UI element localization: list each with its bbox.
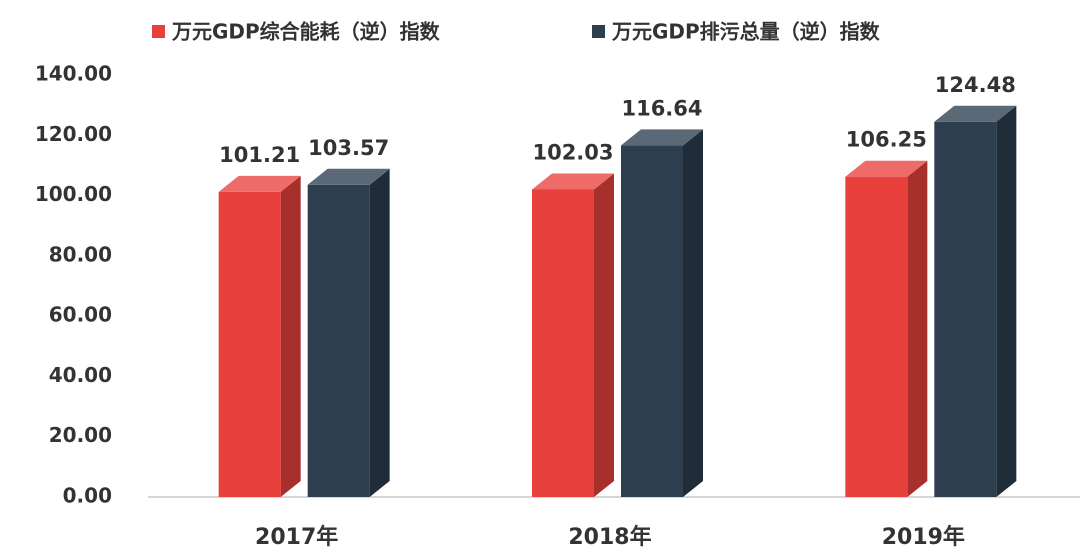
bar-side — [683, 129, 703, 498]
bar — [532, 189, 594, 497]
bar-top — [307, 168, 390, 185]
legend-swatch — [592, 25, 605, 38]
data-label: 116.64 — [621, 96, 702, 120]
bar — [218, 191, 281, 498]
x-tick-label: 2018年 — [568, 524, 651, 550]
bar — [845, 176, 908, 497]
bar — [621, 145, 683, 498]
data-label: 101.21 — [219, 143, 300, 167]
x-tick-label: 2017年 — [255, 524, 338, 550]
data-label: 102.03 — [532, 140, 613, 164]
bar — [934, 121, 997, 498]
y-tick-label: 140.00 — [35, 62, 112, 86]
bar — [307, 184, 370, 497]
bar-top — [532, 173, 614, 190]
y-tick-label: 20.00 — [49, 423, 112, 447]
bar-side — [907, 160, 928, 497]
y-tick-label: 60.00 — [49, 303, 112, 327]
data-label: 106.25 — [846, 128, 927, 152]
y-tick-label: 40.00 — [49, 363, 112, 387]
bar-top — [621, 129, 703, 146]
bar-side — [280, 175, 301, 498]
y-tick-label: 100.00 — [35, 182, 112, 206]
bar-side — [996, 105, 1017, 498]
bar-top — [845, 160, 928, 177]
data-label: 103.57 — [308, 136, 389, 160]
legend-label: 万元GDP排污总量（逆）指数 — [611, 20, 881, 44]
bar-side — [594, 173, 614, 497]
legend-label: 万元GDP综合能耗（逆）指数 — [171, 20, 441, 44]
bar-top — [218, 175, 301, 192]
y-tick-label: 80.00 — [49, 242, 112, 266]
bar-side — [369, 168, 390, 497]
y-tick-label: 0.00 — [63, 484, 112, 508]
y-tick-label: 120.00 — [35, 122, 112, 146]
bar-top — [934, 105, 1017, 122]
data-label: 124.48 — [935, 73, 1016, 97]
x-tick-label: 2019年 — [882, 524, 965, 550]
legend-swatch — [152, 25, 165, 38]
